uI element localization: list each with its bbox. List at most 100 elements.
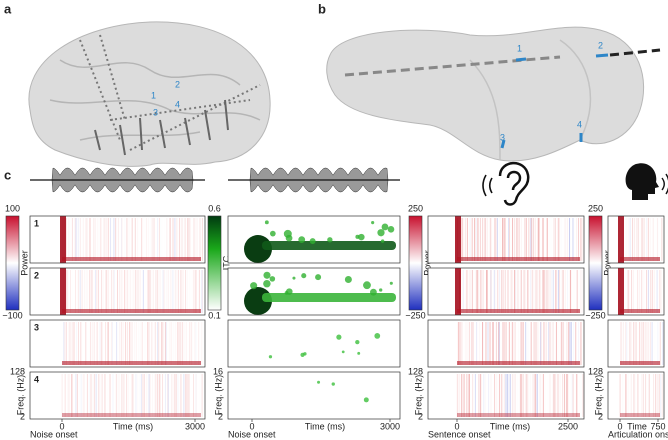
speech-waves [661,173,668,195]
panel-bg [608,216,664,263]
colorbar-max: 100 [5,203,20,213]
row-label: 2 [34,270,39,280]
onset-response [60,268,66,315]
panel-letter: c [4,167,11,182]
spectrogram [227,371,401,420]
panel-letter: a [4,1,12,16]
panel-frame [227,267,401,316]
panel-bg [30,268,205,315]
panel-frame [607,267,665,316]
colorbar [588,215,603,311]
x-tick-label: 750 [650,421,665,431]
itc-spot [268,355,273,359]
low-band [457,257,580,261]
x-tick-label: 0 [454,421,459,431]
spectrogram [427,267,585,316]
low-band [620,309,660,313]
panel-bg [228,372,400,419]
row-label: 4 [34,374,39,384]
shaft-b-out [609,48,661,57]
freq-max: 128 [10,366,25,376]
itc-spot [344,275,352,283]
panel-bg [30,372,205,419]
itc-spot [250,282,258,290]
low-band [620,413,660,417]
contacts [500,53,609,149]
panel-frame [29,215,206,264]
colorbar [207,215,222,311]
row-label: 3 [34,322,39,332]
freq-max: 16 [213,366,223,376]
panel-frame [427,215,585,264]
gyri [49,59,261,141]
itc-spot [331,382,335,386]
panel-frame [427,371,585,420]
itc-spot [355,234,360,239]
electrode-label: 4 [175,99,180,109]
low-band [457,361,580,365]
spectrogram [427,371,585,420]
itc-spot [357,351,361,355]
spectrogram [427,319,585,368]
x-axis-label: Time (ms) [305,421,345,431]
electrode-label: 1 [517,43,522,53]
low-band [62,361,201,365]
onset-response [455,268,461,315]
electrode-label: 2 [598,40,603,50]
itc-spot [377,229,385,237]
panel-letter: b [318,1,326,16]
colorbar-max: 250 [588,203,603,213]
itc-spot [336,334,342,340]
x-tick-label: 0 [249,421,254,431]
spectrogram [227,319,401,368]
freq-label: Freq. (Hz) [15,375,25,416]
itc-spot [355,339,360,345]
itc-spot [263,271,271,279]
x-axis-label: Time [627,421,647,431]
panel-bg [428,216,584,263]
low-band [62,257,201,261]
panel-frame [427,319,585,368]
panel-frame [29,319,206,368]
panel-frame [607,215,665,264]
freq-min: 2 [598,411,603,421]
row-label: 1 [34,218,39,228]
spectrogram [607,319,665,368]
ear-icon [498,161,530,206]
spectrogram [607,371,665,420]
x-tick-label: 0 [617,421,622,431]
colorbar-label: Power [422,250,432,276]
panel-frame [227,319,401,368]
panel-bg [428,268,584,315]
freq-label: Freq. (Hz) [593,375,603,416]
panel-frame [29,371,206,420]
low-band [620,257,660,261]
spectrogram [29,215,206,264]
low-band [457,413,580,417]
electrode-label: 4 [577,119,582,129]
x-tick-label: 0 [59,421,64,431]
onset-response [618,268,624,315]
itc-spot [315,274,322,281]
onset-label: Noise onset [228,429,276,439]
low-band [457,309,580,313]
colorbar-max: 250 [408,203,423,213]
onset-response [60,216,66,263]
low-band [62,413,201,417]
x-tick-label: 3000 [380,421,400,431]
colorbar-max: 0.6 [208,203,221,213]
colorbar-label: ITC [221,255,231,270]
itc-spot [292,276,296,280]
itc-spot [381,223,389,231]
itc-spot [389,281,393,285]
spectrogram [29,371,206,420]
spectrogram [427,215,585,264]
panel-frame [227,215,401,264]
panel-bg [608,372,664,419]
colorbar [5,215,20,311]
electrode-label: 3 [153,107,158,117]
panel-bg [428,320,584,367]
itc-spot [301,273,307,279]
itc-spot [317,380,321,384]
